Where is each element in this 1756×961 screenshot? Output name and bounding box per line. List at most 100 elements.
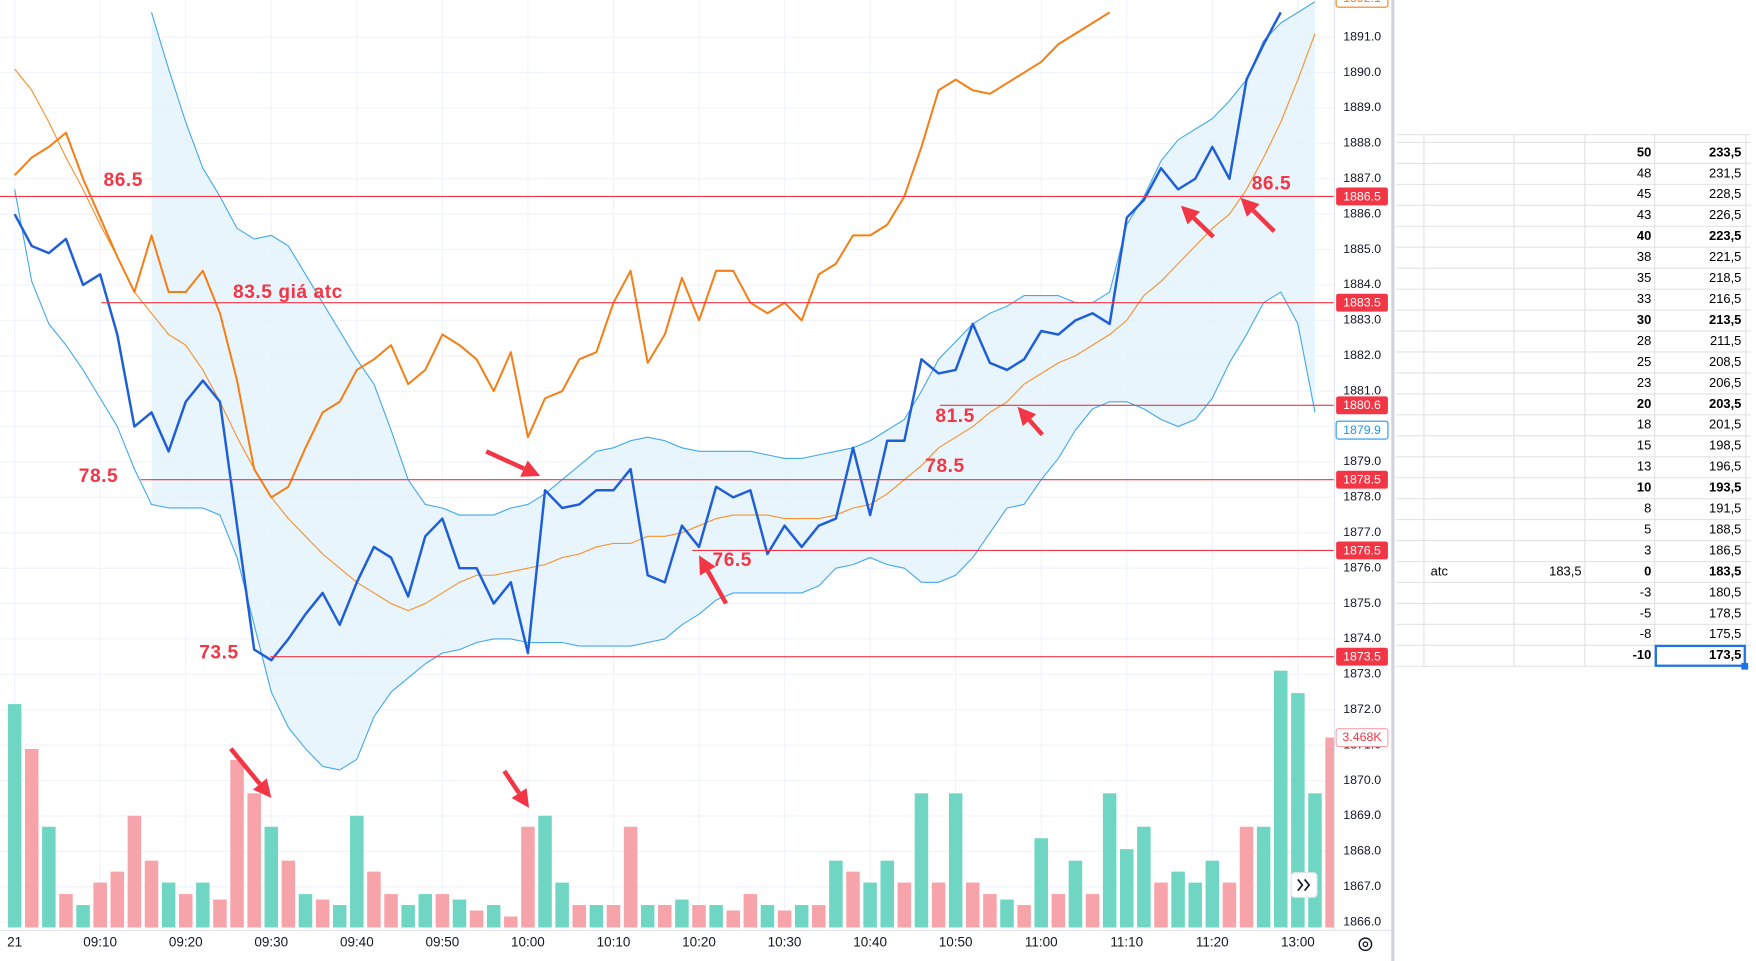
level-label: 1878.5 [1343,473,1381,487]
scroll-button-box[interactable] [1290,872,1318,898]
volume-bar [777,910,792,928]
x-tick-label: 09:30 [254,935,288,950]
volume-bar [1308,793,1322,928]
cell-text: 45 [1637,186,1651,201]
y-tick-label: 1878.0 [1343,490,1381,504]
selected-cell [1654,644,1746,667]
cell-text: 228,5 [1709,186,1741,201]
level-label: 1883.5 [1343,296,1381,310]
cell-text: 173,5 [1709,647,1741,662]
volume-bar [281,860,296,928]
annotation: 83.5 giá atc [233,282,343,303]
y-tick-label: 1890.0 [1343,65,1381,79]
overlay: 86.5 83.5 giá atc 78.5 73.5 76.5 81.5 78.5 86.5 [0,170,1334,808]
cell-text: 8 [1644,501,1651,516]
volume-bar [452,899,467,928]
price-line [14,189,1316,771]
level-label: 1886.5 [1343,189,1381,203]
volume-bar [1120,849,1134,928]
x-tick-label: 11:10 [1110,935,1143,950]
volume-badge [1335,728,1389,748]
arrow-head [1240,197,1260,217]
cell-text: 20 [1637,396,1651,411]
cell-text: 175,5 [1709,626,1741,641]
arrow-shaft [705,569,729,605]
cell-text: -8 [1640,626,1651,641]
volume-bar [640,905,655,928]
volume-bar [350,815,364,928]
cell-text: 196,5 [1709,459,1741,474]
volume-bar [794,905,809,928]
volume-label: 3.468K [1342,730,1382,744]
cell-text: 3 [1644,542,1651,557]
y-tick-label: 1886.0 [1343,206,1381,220]
annotation: 81.5 [935,406,974,427]
scroll-icon [1297,878,1304,892]
volume-bar [1102,793,1117,928]
volume-bar [418,894,433,928]
volume-bar [110,871,125,928]
selection-handle [1741,662,1749,670]
volume-bar [1034,838,1048,928]
volume-bar [658,905,672,928]
level-badge [1336,541,1388,560]
settings-button[interactable] [1358,937,1373,952]
volume-bar [931,882,946,928]
arrow-shaft [502,769,521,795]
cell-text: 206,5 [1709,375,1741,390]
settings-icon[interactable] [1358,937,1373,952]
volume-bar [692,905,706,928]
volume-bar [812,905,826,928]
y-tick-label: 1882.0 [1343,348,1381,362]
arrow-head [511,788,530,808]
cell-text: 38 [1637,249,1651,264]
volume-bar [213,899,227,928]
arrow-head [1180,205,1201,225]
annotation: 86.5 [104,170,143,191]
volume-bar [161,882,176,928]
x-tick-label: 09:50 [425,935,459,950]
cell-text: 223,5 [1709,228,1741,243]
x-tick-label: 10:10 [597,935,631,950]
cell-text: 231,5 [1709,165,1741,180]
scroll-button[interactable] [1290,872,1318,898]
y-tick-label: 1868.0 [1343,844,1381,858]
volume-bar [1154,882,1168,928]
cell-text: 180,5 [1709,584,1741,599]
volume-bar [144,860,159,928]
level-badge [1336,187,1388,206]
volume-bar [1274,670,1288,928]
volume-bar [709,905,723,928]
volume-bar [196,882,210,928]
cell-text: 183,5 [1709,563,1741,578]
cell-text: -5 [1640,605,1651,620]
band-area [151,1,1315,770]
sheet-background [1394,0,1756,961]
cell-text: 218,5 [1709,270,1741,285]
volume-bar [486,905,501,928]
level-label: 1876.5 [1343,543,1381,557]
y-tick-label: 1876.0 [1343,560,1381,574]
cell-text: 213,5 [1709,312,1741,327]
y-tick-label: 1884.0 [1343,277,1381,291]
volume-bar [42,826,56,928]
arrow-head [699,555,716,576]
volume-bar [743,894,758,928]
volume-bar [829,860,843,928]
volume-bar [1017,905,1031,928]
x-tick-label: 09:10 [83,935,117,950]
volume-bar [469,910,484,928]
volume-bar [846,871,860,928]
volume-bar [897,882,912,928]
cell-text: 208,5 [1709,354,1741,369]
volume-bar [1256,826,1271,928]
price-line [14,33,1316,612]
volume-bar [1085,894,1100,928]
y-tick-label: 1872.0 [1343,702,1381,716]
settings-icon-core [1362,941,1369,948]
volume-bar [555,882,569,928]
cell-text: atc [1431,563,1449,578]
level-badge [1336,647,1388,666]
volume-bar [247,793,261,928]
y-tick-label: 1879.0 [1343,454,1381,468]
